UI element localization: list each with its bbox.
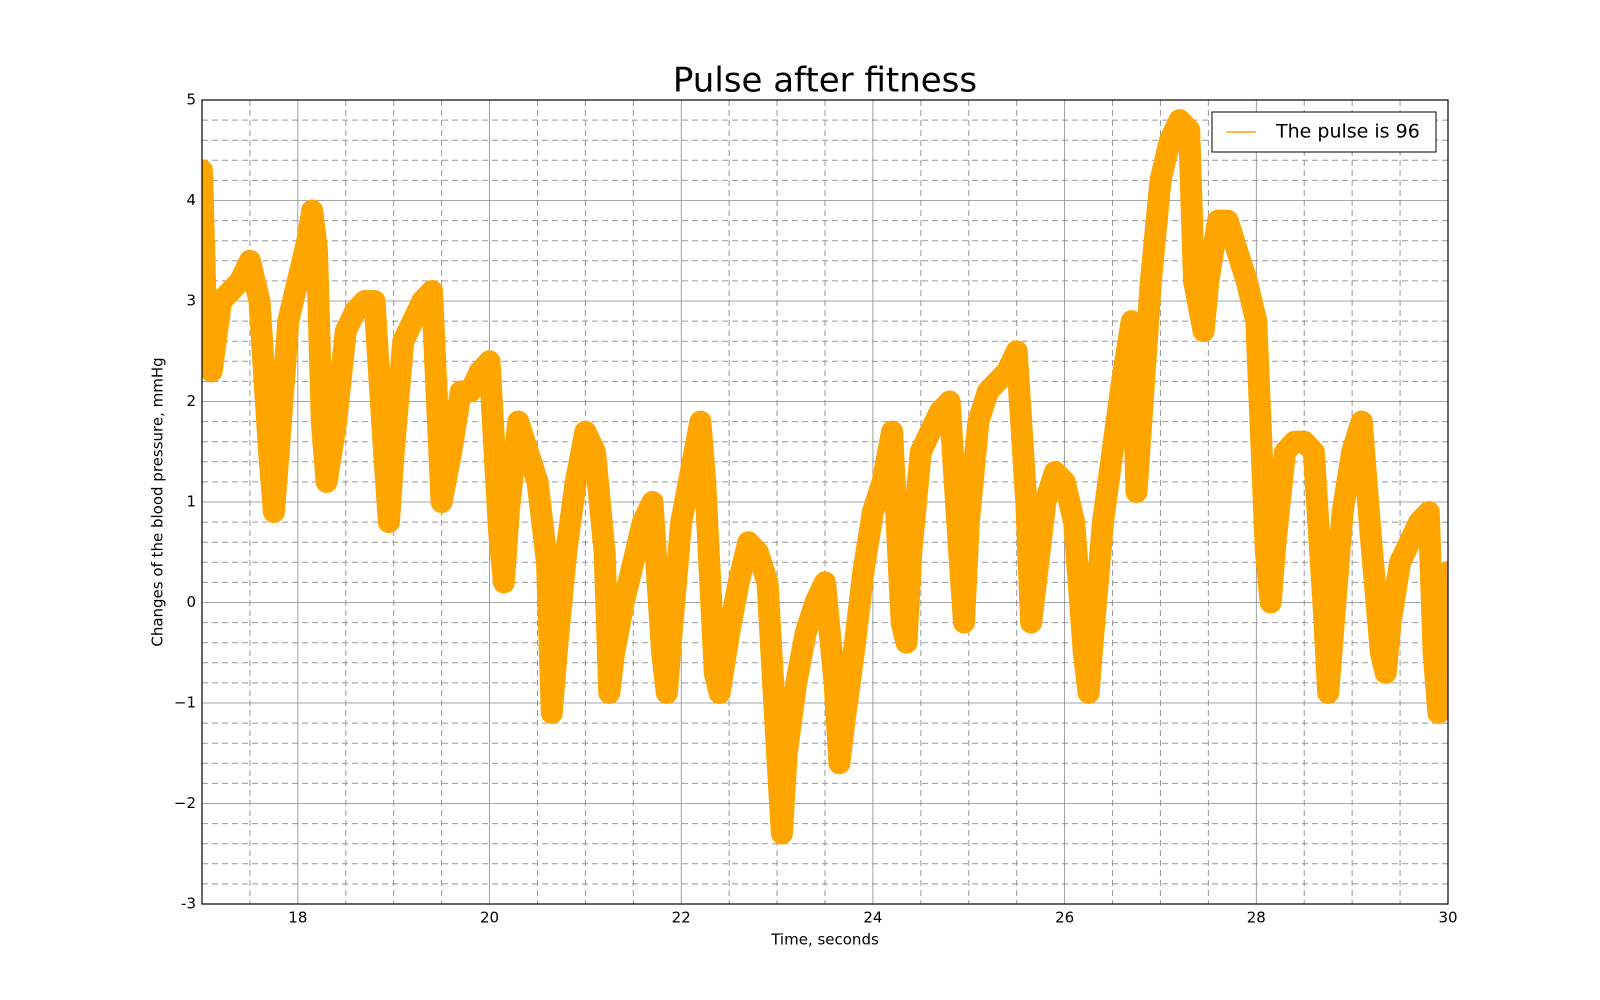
y-tick-label: 5	[186, 91, 196, 109]
x-tick-label: 18	[288, 909, 307, 927]
data-line	[202, 109, 1448, 845]
legend-label: The pulse is 96	[1275, 121, 1420, 143]
x-tick-label: 26	[1055, 909, 1074, 927]
y-tick-label: 1	[186, 493, 196, 511]
x-axis-label: Time, seconds	[770, 931, 879, 949]
x-tick-label: 20	[480, 909, 499, 927]
y-tick-label: 4	[186, 191, 196, 209]
y-tick-label: 3	[186, 292, 196, 310]
x-tick-label: 28	[1247, 909, 1266, 927]
plot-frame	[201, 99, 1449, 905]
y-tick-label: 2	[186, 392, 196, 410]
y-tick-label: −2	[174, 794, 196, 812]
x-tick-label: 30	[1438, 909, 1457, 927]
y-tick-label: 0	[186, 593, 196, 611]
x-tick-label: 24	[863, 909, 882, 927]
y-tick-label: -3	[181, 895, 196, 913]
x-tick-label: 22	[672, 909, 691, 927]
y-axis-label: Changes of the blood pressure, mmHg	[149, 357, 167, 646]
chart-title: Pulse after fitness	[673, 61, 977, 101]
y-tick-label: −1	[174, 694, 196, 712]
